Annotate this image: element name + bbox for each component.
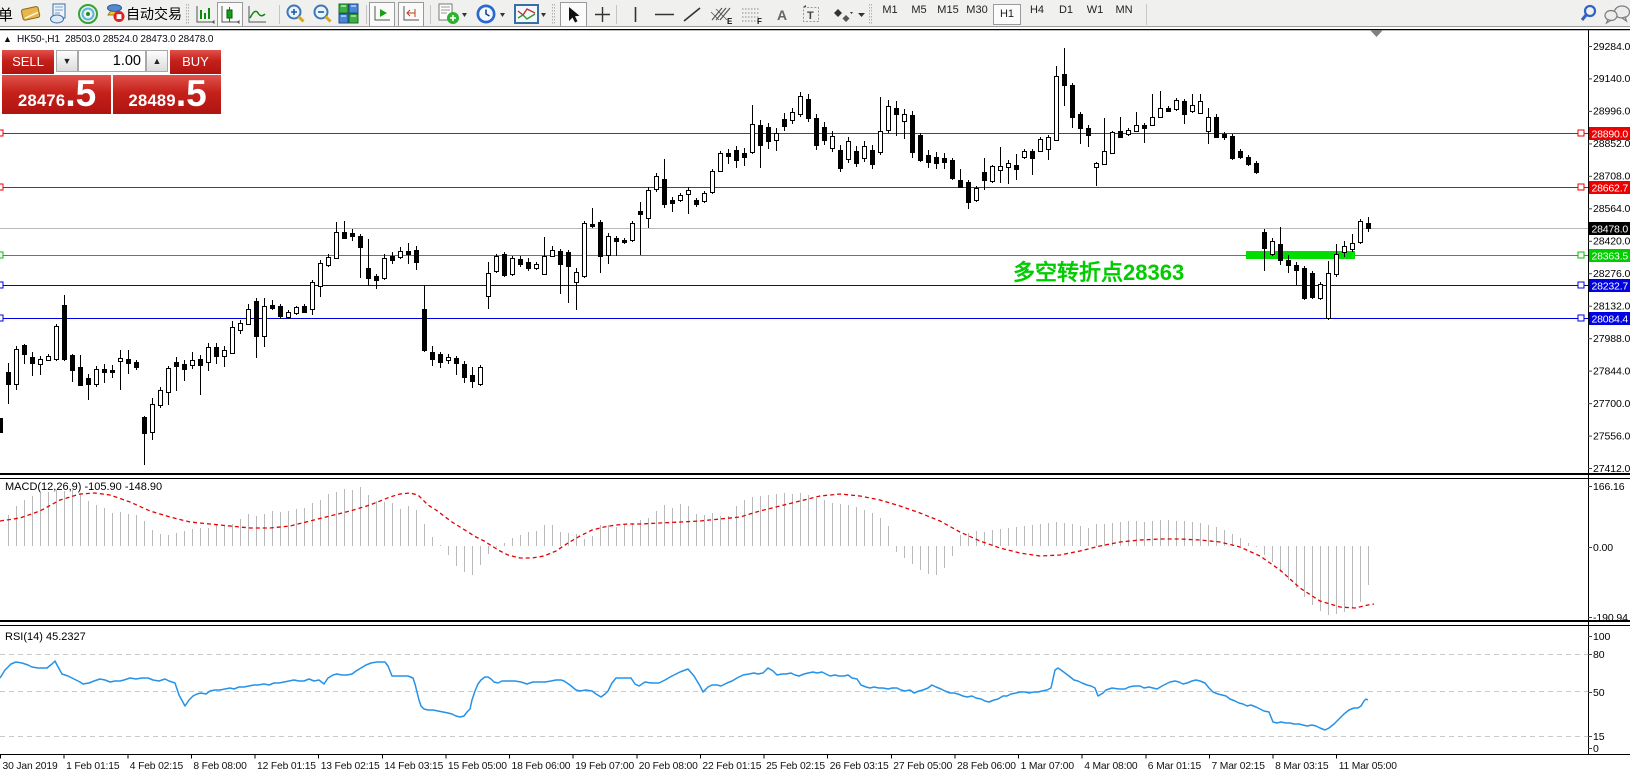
svg-text:MACD(12,26,9) -105.90 -148.90: MACD(12,26,9) -105.90 -148.90: [5, 481, 162, 493]
svg-text:19 Feb 07:00: 19 Feb 07:00: [575, 761, 634, 772]
svg-text:28890.0: 28890.0: [1592, 128, 1629, 140]
svg-text:22 Feb 01:15: 22 Feb 01:15: [702, 761, 761, 772]
svg-text:1 Feb 01:15: 1 Feb 01:15: [66, 761, 120, 772]
svg-text:自动交易: 自动交易: [126, 6, 182, 22]
svg-text:29140.0: 29140.0: [1593, 73, 1630, 85]
svg-text:28852.0: 28852.0: [1593, 138, 1630, 150]
svg-text:单: 单: [0, 7, 13, 24]
svg-text:8 Feb 08:00: 8 Feb 08:00: [193, 761, 247, 772]
svg-text:26 Feb 03:15: 26 Feb 03:15: [830, 761, 889, 772]
svg-text:25 Feb 02:15: 25 Feb 02:15: [766, 761, 825, 772]
svg-text:7 Mar 02:15: 7 Mar 02:15: [1212, 761, 1266, 772]
svg-text:1 Mar 07:00: 1 Mar 07:00: [1021, 761, 1075, 772]
svg-text:T: T: [807, 10, 814, 22]
svg-text:28084.4: 28084.4: [1592, 313, 1629, 325]
svg-text:6 Mar 01:15: 6 Mar 01:15: [1148, 761, 1202, 772]
svg-text:多空转折点28363: 多空转折点28363: [1013, 260, 1184, 285]
svg-text:-190.94: -190.94: [1593, 612, 1628, 624]
svg-text:15: 15: [1593, 731, 1605, 743]
svg-text:0.00: 0.00: [1593, 542, 1613, 554]
svg-text:27 Feb 05:00: 27 Feb 05:00: [893, 761, 952, 772]
svg-text:80: 80: [1593, 649, 1605, 661]
svg-text:28276.0: 28276.0: [1593, 268, 1630, 280]
svg-text:RSI(14) 45.2327: RSI(14) 45.2327: [5, 631, 86, 643]
svg-text:27988.0: 27988.0: [1593, 333, 1630, 345]
svg-text:28132.0: 28132.0: [1593, 301, 1630, 313]
svg-text:28 Feb 06:00: 28 Feb 06:00: [957, 761, 1016, 772]
svg-text:100: 100: [1593, 631, 1610, 643]
svg-text:12 Feb 01:15: 12 Feb 01:15: [257, 761, 316, 772]
svg-text:0: 0: [1593, 743, 1599, 755]
svg-text:29284.0: 29284.0: [1593, 41, 1630, 53]
svg-text:28708.0: 28708.0: [1593, 171, 1630, 183]
svg-text:A: A: [777, 7, 787, 23]
svg-text:28363.5: 28363.5: [1592, 250, 1629, 262]
svg-text:28662.7: 28662.7: [1592, 182, 1629, 194]
svg-text:20 Feb 08:00: 20 Feb 08:00: [639, 761, 698, 772]
svg-text:50: 50: [1593, 687, 1605, 699]
svg-text:4 Feb 02:15: 4 Feb 02:15: [130, 761, 184, 772]
svg-text:28996.0: 28996.0: [1593, 106, 1630, 118]
svg-text:27556.0: 27556.0: [1593, 430, 1630, 442]
svg-text:E: E: [727, 17, 733, 26]
svg-text:27412.0: 27412.0: [1593, 463, 1630, 475]
svg-text:11 Mar 05:00: 11 Mar 05:00: [1339, 761, 1398, 772]
svg-text:8 Mar 03:15: 8 Mar 03:15: [1275, 761, 1329, 772]
svg-text:30 Jan 2019: 30 Jan 2019: [3, 761, 58, 772]
svg-text:13 Feb 02:15: 13 Feb 02:15: [321, 761, 380, 772]
svg-text:27700.0: 27700.0: [1593, 398, 1630, 410]
svg-text:F: F: [757, 17, 762, 26]
svg-text:28478.0: 28478.0: [1592, 223, 1629, 235]
svg-text:27844.0: 27844.0: [1593, 365, 1630, 377]
svg-text:14 Feb 03:15: 14 Feb 03:15: [384, 761, 443, 772]
svg-text:18 Feb 06:00: 18 Feb 06:00: [512, 761, 571, 772]
svg-text:15 Feb 05:00: 15 Feb 05:00: [448, 761, 507, 772]
svg-text:28420.0: 28420.0: [1593, 236, 1630, 248]
svg-text:28232.7: 28232.7: [1592, 280, 1629, 292]
svg-text:4 Mar 08:00: 4 Mar 08:00: [1084, 761, 1138, 772]
svg-text:166.16: 166.16: [1593, 481, 1625, 493]
svg-text:28564.0: 28564.0: [1593, 203, 1630, 215]
